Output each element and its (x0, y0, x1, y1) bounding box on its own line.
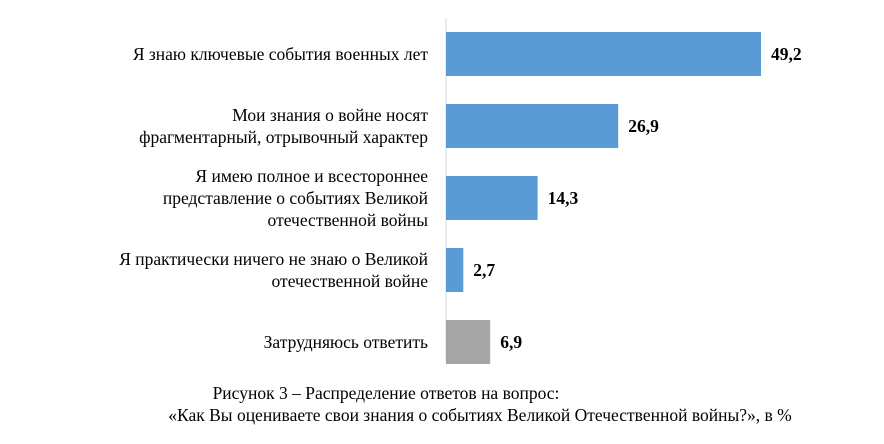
value-label-5: 6,9 (500, 332, 522, 352)
bars-layer (446, 32, 761, 364)
figure-caption-title: Рисунок 3 – Распределение ответов на воп… (212, 383, 560, 403)
category-label-line: Я имею полное и всестороннее (195, 166, 428, 186)
value-label-1: 49,2 (771, 44, 802, 64)
category-label-line: Я практически ничего не знаю о Великой (119, 249, 428, 269)
category-label-line: Я знаю ключевые события военных лет (133, 44, 429, 64)
value-label-4: 2,7 (473, 260, 495, 280)
category-label-3: Я имею полное и всестороннее представлени… (163, 166, 428, 230)
category-label-line: Мои знания о войне носят (232, 105, 428, 125)
category-label-1: Я знаю ключевые события военных лет (133, 44, 429, 64)
category-label-line: Затрудняюсь ответить (264, 332, 428, 352)
bar-4 (446, 248, 464, 292)
value-labels-layer: 49,2 26,9 14,3 2,7 6,9 (473, 44, 801, 352)
bar-2 (446, 104, 619, 148)
category-label-2: Мои знания о войне носят фрагментарный, о… (139, 105, 428, 147)
category-label-line: представление о событиях Великой (163, 188, 428, 208)
figure-caption-question: «Как Вы оцениваете свои знания о события… (168, 405, 792, 425)
category-label-4: Я практически ничего не знаю о Великой от… (119, 249, 428, 291)
bar-3 (446, 176, 538, 220)
category-label-5: Затрудняюсь ответить (264, 332, 428, 352)
bar-5 (446, 320, 491, 364)
value-label-2: 26,9 (628, 116, 659, 136)
category-label-line: отечественной войны (268, 210, 429, 230)
value-label-3: 14,3 (548, 188, 579, 208)
category-label-line: отечественной войне (272, 271, 429, 291)
bar-1 (446, 32, 761, 76)
category-label-line: фрагментарный, отрывочный характер (139, 127, 428, 147)
category-labels-layer: Я знаю ключевые события военных лет Мои з… (119, 44, 428, 352)
